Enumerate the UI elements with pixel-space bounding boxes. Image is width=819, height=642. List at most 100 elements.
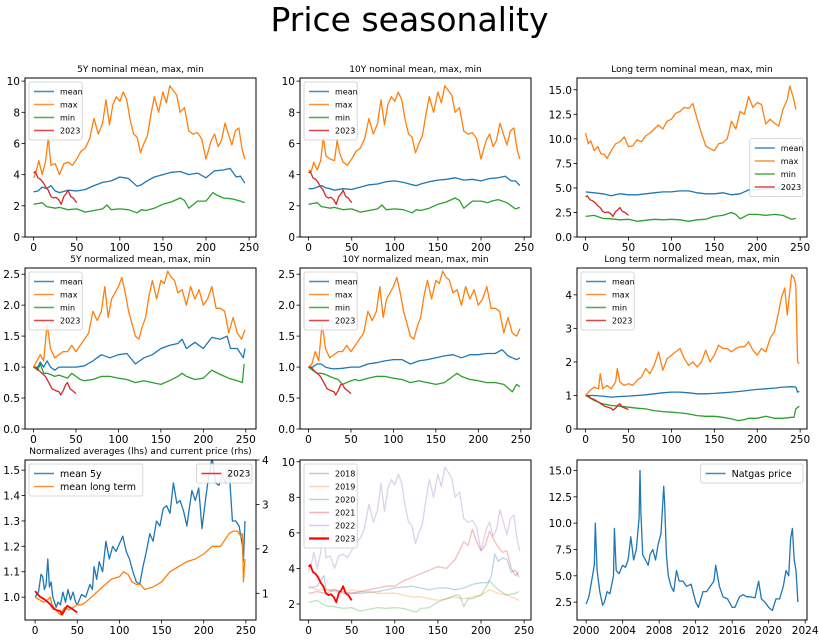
x-tick-label: 50 — [345, 242, 358, 254]
series-line-2023 — [33, 366, 77, 396]
y-tick-label: 1.0 — [3, 592, 20, 604]
x-tick-label: 250 — [236, 434, 256, 446]
y-tick-label: 1.2 — [3, 541, 20, 553]
series-line-max — [308, 85, 521, 173]
series-line-min — [585, 394, 800, 422]
legend-label: max — [335, 100, 353, 109]
y2-tick-label: 3 — [262, 499, 269, 511]
y-tick-label: 12.5 — [549, 109, 572, 121]
y-tick-label: 1.0 — [3, 362, 20, 374]
legend: mean max min 2023 — [28, 81, 83, 141]
legend: mean max min 2023 — [303, 271, 358, 331]
x-tick-label: 50 — [71, 625, 84, 637]
x-tick-label: 250 — [511, 434, 531, 446]
series-line-mean — [33, 335, 246, 371]
legend-label: 2018 — [335, 469, 355, 478]
y-tick-label: 12.5 — [549, 492, 572, 504]
y-tick-label: 2.5 — [555, 207, 572, 219]
legend-label: 2023 — [781, 183, 801, 192]
x-tick-label: 100 — [385, 242, 405, 254]
x-tick-label: 2024 — [792, 625, 819, 637]
legend-label: 2023 — [60, 126, 80, 135]
axes-frame — [576, 77, 808, 238]
legend-label: mean — [60, 87, 83, 96]
x-tick-label: 100 — [661, 242, 681, 254]
y-tick-label: 6 — [288, 138, 295, 150]
legend-box — [28, 81, 83, 141]
series-line-mean — [308, 349, 521, 370]
y-tick-label: 6 — [288, 528, 295, 540]
subplot-title: 10Y normalized mean, max, min — [342, 255, 488, 265]
y-tick-label: 5.0 — [555, 571, 572, 583]
y-tick-label: 2 — [288, 201, 295, 213]
x-tick-label: 250 — [514, 242, 534, 254]
y-tick-label: 0.0 — [278, 424, 295, 436]
x-tick-label: 150 — [152, 625, 172, 637]
x-tick-label: 0 — [30, 242, 37, 254]
legend-label: 2023 — [335, 126, 355, 135]
x-tick-label: 2000 — [573, 625, 600, 637]
y-tick-label: 4 — [13, 170, 20, 182]
series-line-2018 — [308, 553, 520, 594]
subplot-title: Long term normalized mean, max, min — [604, 255, 779, 265]
series-line-min — [33, 191, 246, 214]
x-tick-label: 2004 — [609, 625, 636, 637]
subplot-7: Normalized averages (lhs) and current pr… — [3, 447, 269, 637]
legend-label: 2023 — [227, 470, 250, 480]
x-tick-label: 150 — [704, 242, 724, 254]
legend-label: 2020 — [335, 495, 355, 504]
x-tick-label: 0 — [582, 242, 589, 254]
y-tick-label: 1 — [565, 390, 572, 402]
series-group — [307, 466, 521, 613]
legend-label: 2019 — [335, 482, 355, 491]
x-tick-label: 200 — [747, 434, 767, 446]
y-tick-label: 8 — [288, 492, 295, 504]
y-tick-label: 1.3 — [3, 516, 20, 528]
subplot-5: 10Y normalized mean, max, min 0 50 100 150 20… — [278, 255, 532, 446]
legend-box — [580, 271, 635, 331]
legend-box — [303, 271, 358, 331]
legend-label: mean — [781, 144, 804, 153]
x-tick-label: 2016 — [719, 625, 746, 637]
x-tick-label: 200 — [196, 242, 216, 254]
x-tick-label: 50 — [345, 625, 358, 637]
series-line-2023 — [308, 366, 352, 396]
series-line-2019 — [308, 585, 520, 602]
series-line-mean — [308, 175, 521, 191]
y-tick-label: 0.0 — [555, 232, 572, 244]
legend: 2023 — [195, 463, 253, 484]
axes-frame — [24, 267, 257, 430]
y-tick-label: 0 — [288, 232, 295, 244]
x-tick-label: 150 — [704, 434, 724, 446]
x-tick-label: 150 — [426, 434, 446, 446]
legend-label: 2023 — [335, 534, 355, 543]
y-tick-label: 7.5 — [555, 158, 572, 170]
y-tick-label: 6 — [13, 138, 20, 150]
y-tick-label: 10 — [282, 76, 295, 88]
legend: Natgas price — [700, 463, 804, 484]
x-tick-label: 2020 — [755, 625, 782, 637]
axes-frame — [299, 459, 532, 621]
x-tick-label: 200 — [468, 434, 488, 446]
legend-label: min — [60, 113, 75, 122]
y2-tick-label: 4 — [262, 455, 269, 467]
legend-label: mean — [60, 277, 83, 286]
series-group — [308, 85, 521, 214]
x-tick-label: 150 — [153, 242, 173, 254]
legend-box — [303, 463, 358, 549]
legend-label: 2023 — [335, 316, 355, 325]
legend-box — [700, 463, 804, 484]
y2-tick-label: 2 — [262, 544, 269, 556]
legend-box — [28, 271, 83, 331]
y-tick-label: 8 — [288, 107, 295, 119]
series-line-max — [585, 274, 800, 396]
legend-label: 2021 — [335, 508, 355, 517]
axes-frame — [576, 459, 808, 621]
y-tick-label: 0 — [565, 424, 572, 436]
series-line-mean — [33, 167, 246, 194]
legend-label: max — [60, 100, 78, 109]
x-tick-label: 200 — [471, 625, 491, 637]
y-tick-label: 2.5 — [278, 269, 295, 281]
y-tick-label: 1.4 — [3, 491, 20, 503]
